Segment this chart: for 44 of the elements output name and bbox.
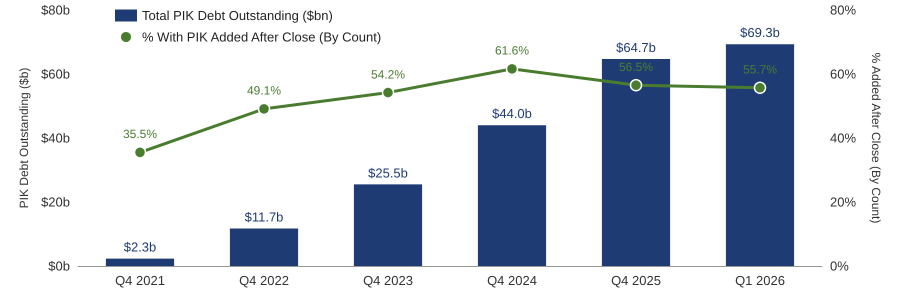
point (630, 78, 642, 92)
x-tick-label: Q4 2024 (487, 273, 537, 288)
data-label: $44.0b (492, 106, 532, 122)
data-label: 55.7% (742, 62, 778, 77)
data-label: 54.2% (370, 67, 406, 82)
point (258, 102, 270, 116)
legend-label: Total PIK Debt Outstanding ($bn) (142, 8, 333, 23)
data-label: 56.5% (618, 60, 654, 74)
data-label: $64.7b (616, 40, 656, 55)
y2-axis-title: % Added After Close (By Count) (869, 52, 883, 224)
y-tick-label: $40b (41, 130, 70, 146)
x-tick-label: Q4 2025 (611, 273, 661, 288)
point (382, 86, 394, 99)
y-axis-title: PIK Debt Outstanding ($b) (17, 68, 31, 208)
point (134, 146, 146, 159)
data-label: 61.6% (494, 44, 530, 58)
point (506, 62, 518, 76)
bar (230, 228, 298, 266)
data-label: 49.1% (246, 84, 282, 98)
x-tick-label: Q4 2021 (115, 273, 165, 288)
x-tick-label: Q4 2022 (239, 273, 289, 288)
y2-tick-label: 0% (830, 258, 850, 274)
y-tick-label: $20b (41, 194, 70, 210)
data-label: $11.7b (244, 210, 284, 225)
y-tick-label: $0b (48, 258, 70, 274)
y2-tick-label: 40% (830, 130, 856, 146)
data-label: $25.5b (368, 165, 408, 180)
y2-tick-label: 60% (830, 66, 856, 82)
y-tick-label: $80b (41, 2, 70, 18)
data-label: 35.5% (122, 127, 158, 142)
data-label: $2.3b (124, 240, 156, 255)
y2-tick-label: 20% (830, 194, 856, 210)
bar (354, 184, 422, 266)
bar (106, 258, 174, 266)
data-label: $69.3b (740, 25, 780, 40)
point (754, 82, 766, 94)
legend-label: % With PIK Added After Close (By Count) (142, 30, 382, 44)
x-tick-label: Q1 2026 (735, 273, 785, 288)
bar (726, 44, 794, 266)
bar (602, 58, 670, 266)
y-tick-label: $60b (41, 66, 70, 82)
x-tick-label: Q4 2023 (363, 273, 413, 288)
bar (478, 125, 546, 266)
y2-tick-label: 80% (830, 2, 856, 18)
